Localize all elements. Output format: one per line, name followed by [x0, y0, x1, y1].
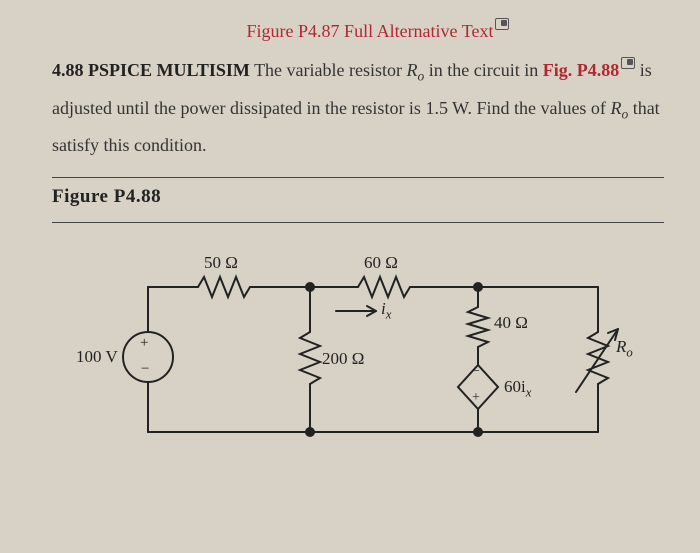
problem-keywords: PSPICE MULTISIM [88, 60, 250, 80]
label-r60: 60 Ω [364, 253, 398, 273]
divider-top [52, 177, 664, 178]
figure-reference[interactable]: Fig. P4.88 [543, 60, 620, 80]
problem-number: 4.88 [52, 60, 84, 80]
problem-text-2: in the circuit in [424, 60, 542, 80]
problem-statement: 4.88 PSPICE MULTISIM The variable resist… [52, 52, 664, 163]
label-r200: 200 Ω [322, 349, 364, 369]
divider-bottom [52, 222, 664, 223]
ccvs-minus: − [472, 364, 480, 380]
var-ro-2: Ro [610, 98, 628, 118]
prev-figure-alt-text-link[interactable]: Figure P4.87 Full Alternative Text [52, 18, 664, 42]
popup-icon [621, 57, 635, 69]
var-ro-1: Ro [407, 60, 425, 80]
label-ccvs: 60ix [504, 377, 531, 400]
label-r50: 50 Ω [204, 253, 238, 273]
popup-icon [495, 18, 509, 30]
label-ro: Ro [616, 337, 633, 360]
label-r40: 40 Ω [494, 313, 528, 333]
prev-figure-alt-text: Figure P4.87 Full Alternative Text [247, 21, 494, 41]
label-vsrc: 100 V [76, 347, 118, 367]
vsrc-minus: − [141, 361, 149, 378]
vsrc-plus: + [140, 335, 148, 352]
problem-text-1: The variable resistor [254, 60, 406, 80]
figure-label: Figure P4.88 [52, 186, 664, 208]
circuit-diagram: 100 V + − 50 Ω 60 Ω 200 Ω 40 Ω ix 60ix −… [78, 237, 638, 457]
ccvs-plus: + [472, 390, 480, 406]
label-ix: ix [381, 299, 391, 322]
